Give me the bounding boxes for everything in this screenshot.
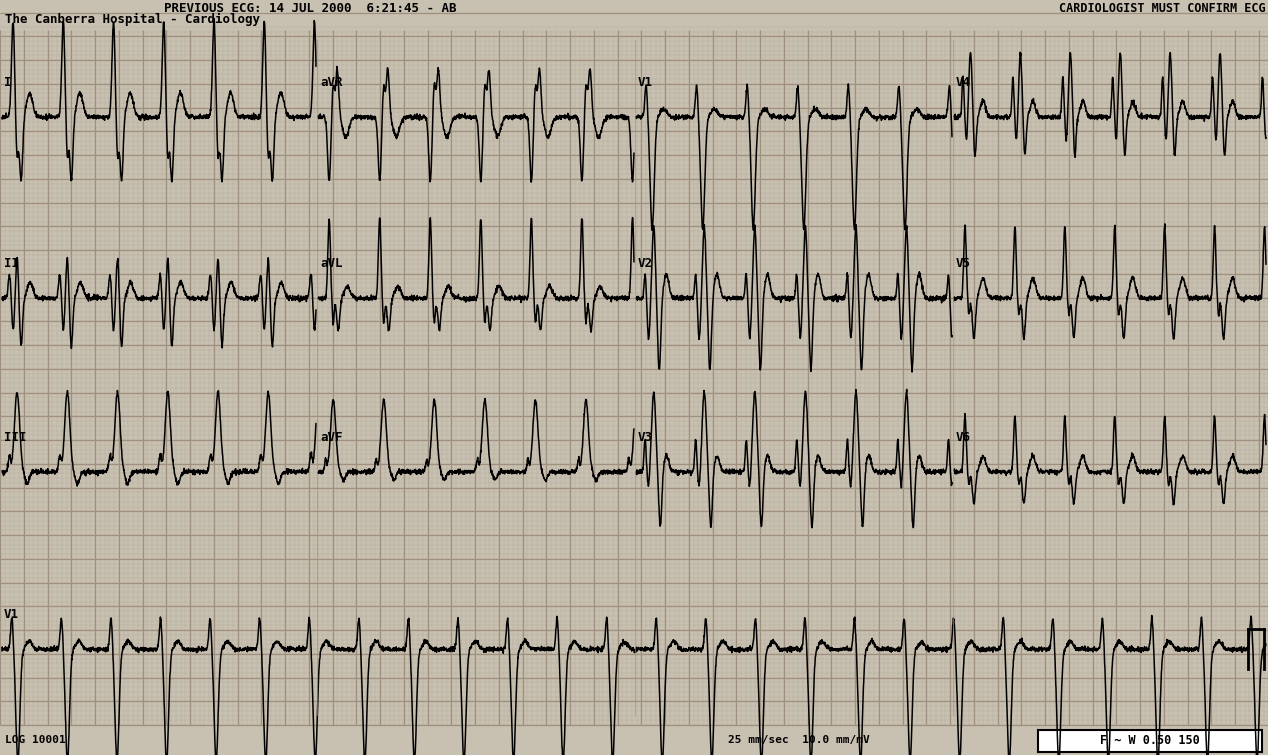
Text: LOG 10001: LOG 10001 — [5, 735, 66, 745]
Text: PREVIOUS ECG: 14 JUL 2000  6:21:45 - AB: PREVIOUS ECG: 14 JUL 2000 6:21:45 - AB — [164, 2, 456, 15]
Text: The Canberra Hospital - Cardiology: The Canberra Hospital - Cardiology — [5, 13, 260, 26]
Text: CARDIOLOGIST MUST CONFIRM ECG: CARDIOLOGIST MUST CONFIRM ECG — [1059, 2, 1265, 15]
Text: V1: V1 — [4, 609, 19, 621]
Text: I: I — [4, 76, 11, 89]
Text: III: III — [4, 431, 27, 444]
Text: aVR: aVR — [320, 76, 342, 89]
Text: V2: V2 — [638, 257, 653, 270]
Bar — [1038, 730, 1262, 752]
Text: F ~ W 0.50 150: F ~ W 0.50 150 — [1101, 734, 1200, 747]
Text: aVL: aVL — [320, 257, 342, 270]
Text: V3: V3 — [638, 431, 653, 444]
Text: II: II — [4, 257, 19, 270]
Text: aVF: aVF — [320, 431, 342, 444]
Text: 25 mm/sec  10.0 mm/mV: 25 mm/sec 10.0 mm/mV — [728, 735, 870, 745]
Text: V5: V5 — [956, 257, 971, 270]
Text: V4: V4 — [956, 76, 971, 89]
Text: V6: V6 — [956, 431, 971, 444]
Text: V1: V1 — [638, 76, 653, 89]
